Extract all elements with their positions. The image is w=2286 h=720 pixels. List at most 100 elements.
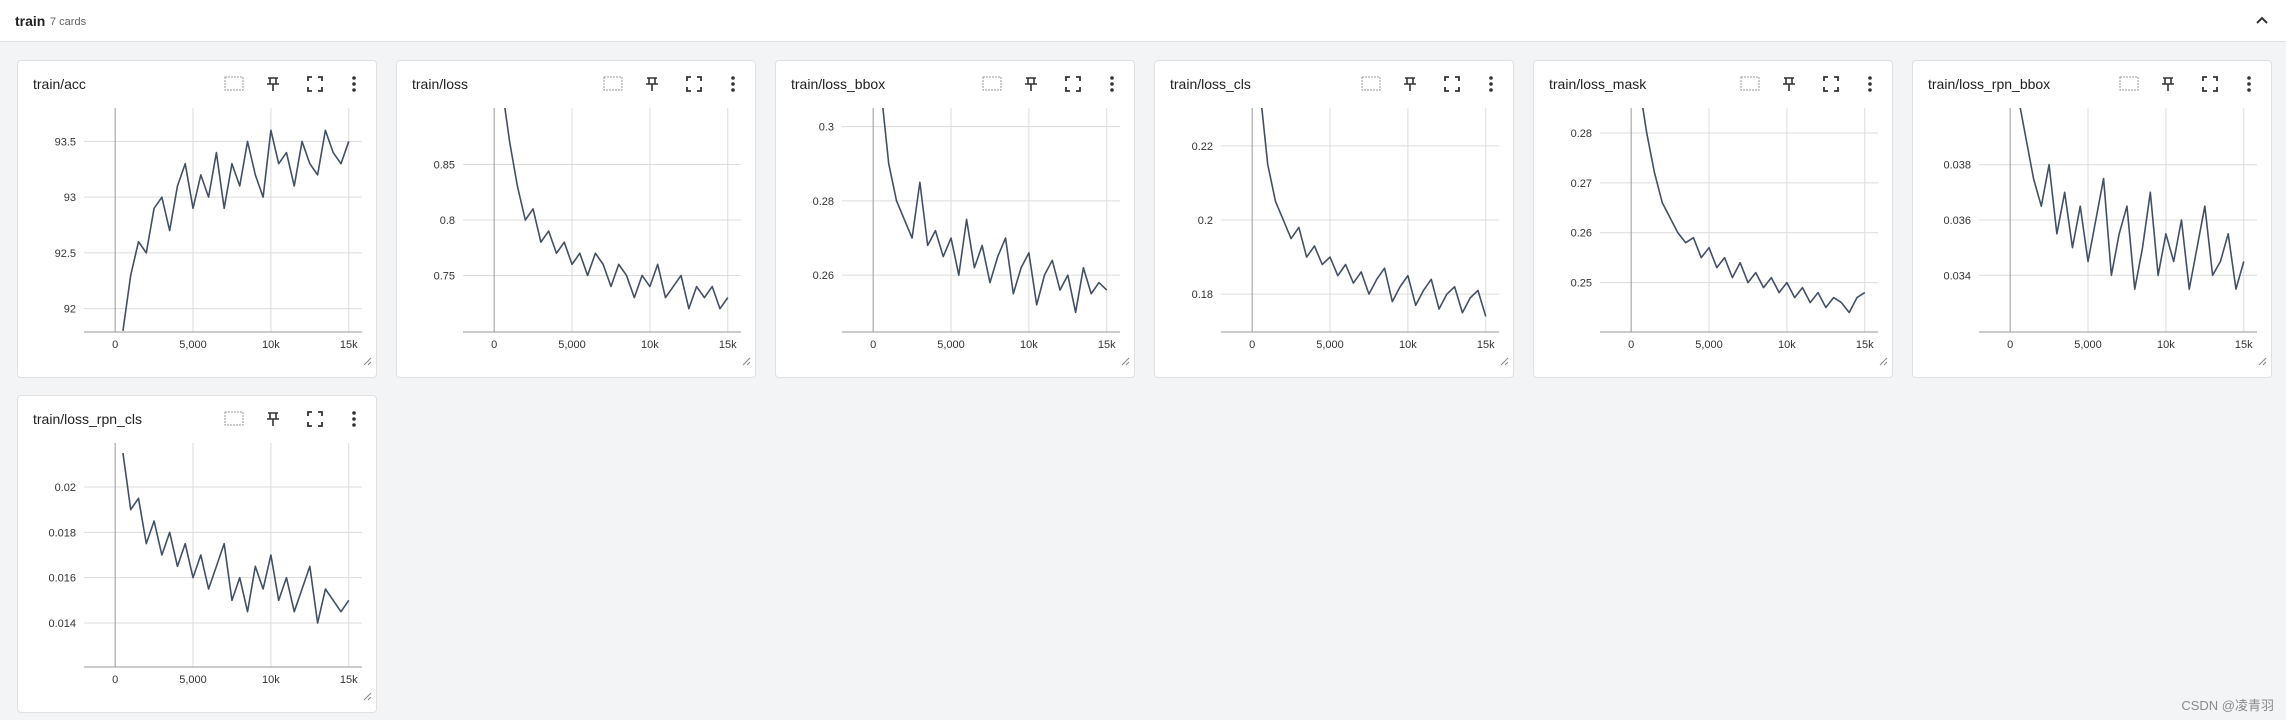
resize-handle[interactable] (1879, 357, 1888, 366)
series-line (122, 129, 350, 332)
menu-icon-dot[interactable] (1489, 88, 1493, 92)
menu-icon-dot[interactable] (352, 417, 356, 421)
card-toolbar (1361, 76, 1493, 92)
y-tick-label: 0.85 (434, 160, 455, 172)
menu-icon-dot[interactable] (2247, 76, 2251, 80)
series-line (2019, 108, 2245, 290)
menu-icon-dot[interactable] (352, 82, 356, 86)
x-tick-label: 15k (1098, 339, 1116, 351)
x-tick-label: 5,000 (558, 339, 586, 351)
pin-icon[interactable] (646, 77, 658, 91)
chart: train/loss 0.75 0.8 0.85 0 5,000 10k 15k (412, 76, 751, 366)
resize-handle[interactable] (363, 357, 372, 366)
y-tick-label: 0.016 (48, 573, 76, 585)
card-toolbar (224, 411, 356, 427)
menu-icon-dot[interactable] (2247, 82, 2251, 86)
fit-domain-icon[interactable] (2119, 76, 2139, 91)
fit-domain-icon[interactable] (982, 76, 1002, 91)
x-tick-label: 5,000 (1316, 339, 1344, 351)
chart-title: train/loss (412, 76, 468, 92)
menu-icon-dot[interactable] (1868, 76, 1872, 80)
collapse-icon[interactable] (2254, 12, 2270, 28)
menu-icon-dot[interactable] (2247, 88, 2251, 92)
y-tick-label: 0.8 (440, 215, 455, 227)
y-tick-label: 0.018 (48, 527, 76, 539)
fullscreen-icon[interactable] (1065, 76, 1081, 92)
series-line (882, 108, 1108, 314)
menu-icon-dot[interactable] (1110, 82, 1114, 86)
y-tick-label: 0.27 (1571, 178, 1592, 190)
fit-domain-icon[interactable] (1740, 76, 1760, 91)
fullscreen-icon[interactable] (307, 411, 323, 427)
chart: train/loss_bbox 0.26 0.28 0.3 0 5,000 10k 15k (791, 76, 1130, 366)
y-tick-label: 0.26 (1571, 228, 1592, 240)
y-tick-label: 92 (64, 304, 76, 316)
menu-icon-dot[interactable] (731, 88, 735, 92)
menu-icon-dot[interactable] (352, 76, 356, 80)
menu-icon-dot[interactable] (1868, 88, 1872, 92)
y-tick-label: 0.02 (55, 482, 76, 494)
x-tick-label: 10k (2157, 339, 2175, 351)
fullscreen-icon[interactable] (2202, 76, 2218, 92)
fullscreen-icon[interactable] (1444, 76, 1460, 92)
x-tick-label: 5,000 (937, 339, 965, 351)
fullscreen-icon[interactable] (1823, 76, 1839, 92)
menu-icon-dot[interactable] (352, 411, 356, 415)
menu-icon-dot[interactable] (731, 82, 735, 86)
chart: train/acc 92 92.5 93 93.5 0 5,000 10k 15k (33, 76, 372, 366)
menu-icon-dot[interactable] (1110, 76, 1114, 80)
fit-domain-icon[interactable] (224, 76, 244, 91)
chart: train/loss_rpn_bbox 0.034 0.036 0.038 0 5,000… (1928, 76, 2267, 366)
fit-domain-icon[interactable] (1361, 76, 1381, 91)
pin-icon[interactable] (2162, 77, 2174, 91)
series-line (1642, 108, 1866, 314)
x-tick-label: 15k (340, 339, 358, 351)
y-tick-label: 0.038 (1943, 160, 1971, 172)
pin-icon[interactable] (267, 77, 279, 91)
menu-icon-dot[interactable] (1489, 82, 1493, 86)
x-tick-label: 0 (112, 674, 118, 686)
y-tick-label: 0.034 (1943, 270, 1971, 282)
chart: train/loss_cls 0.18 0.2 0.22 0 5,000 10k 15k (1170, 76, 1509, 366)
chart-card: train/loss_rpn_bbox 0.034 0.036 0.038 0 5,000… (1912, 60, 2272, 378)
chart-card: train/loss_bbox 0.26 0.28 0.3 0 5,000 10k 15k (775, 60, 1135, 378)
chart-card: train/loss 0.75 0.8 0.85 0 5,000 10k 15k (396, 60, 756, 378)
x-tick-label: 0 (1628, 339, 1634, 351)
x-tick-label: 10k (641, 339, 659, 351)
fullscreen-icon[interactable] (307, 76, 323, 92)
menu-icon-dot[interactable] (731, 76, 735, 80)
x-tick-label: 15k (1477, 339, 1495, 351)
y-tick-label: 93 (64, 192, 76, 204)
resize-handle[interactable] (1500, 357, 1509, 366)
x-tick-label: 10k (262, 674, 280, 686)
y-tick-label: 0.75 (434, 270, 455, 282)
x-tick-label: 0 (2007, 339, 2013, 351)
menu-icon-dot[interactable] (1110, 88, 1114, 92)
pin-icon[interactable] (1783, 77, 1795, 91)
resize-handle[interactable] (363, 692, 372, 701)
chart-title: train/loss_rpn_bbox (1928, 76, 2050, 92)
chart-card: train/acc 92 92.5 93 93.5 0 5,000 10k 15k (17, 60, 377, 378)
resize-handle[interactable] (2258, 357, 2267, 366)
resize-handle[interactable] (1121, 357, 1130, 366)
y-tick-label: 92.5 (55, 248, 76, 260)
chart-card: train/loss_cls 0.18 0.2 0.22 0 5,000 10k 15k (1154, 60, 1514, 378)
menu-icon-dot[interactable] (352, 423, 356, 427)
fit-domain-icon[interactable] (224, 411, 244, 426)
fullscreen-icon[interactable] (686, 76, 702, 92)
fit-domain-icon[interactable] (603, 76, 623, 91)
pin-icon[interactable] (267, 412, 279, 426)
resize-handle[interactable] (742, 357, 751, 366)
section-header[interactable]: train 7 cards (0, 0, 2286, 42)
pin-icon[interactable] (1404, 77, 1416, 91)
menu-icon-dot[interactable] (1489, 76, 1493, 80)
y-tick-label: 0.036 (1943, 215, 1971, 227)
x-tick-label: 5,000 (1695, 339, 1723, 351)
menu-icon-dot[interactable] (352, 88, 356, 92)
y-tick-label: 0.26 (813, 270, 834, 282)
menu-icon-dot[interactable] (1868, 82, 1872, 86)
y-tick-label: 0.28 (1571, 128, 1592, 140)
x-tick-label: 10k (1778, 339, 1796, 351)
chart-title: train/loss_cls (1170, 76, 1251, 92)
pin-icon[interactable] (1025, 77, 1037, 91)
